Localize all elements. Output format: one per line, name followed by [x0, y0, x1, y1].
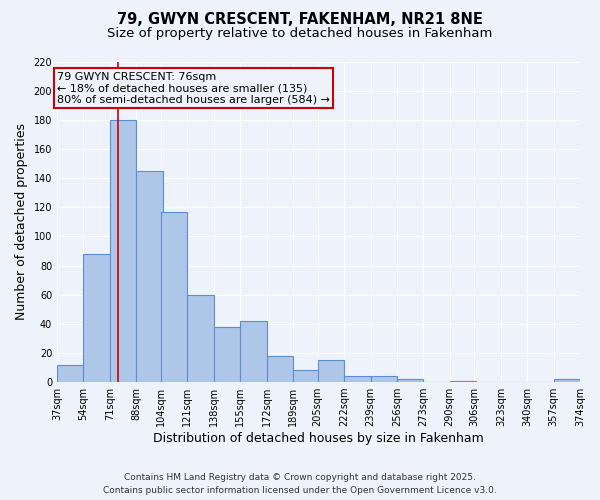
Text: 79, GWYN CRESCENT, FAKENHAM, NR21 8NE: 79, GWYN CRESCENT, FAKENHAM, NR21 8NE: [117, 12, 483, 28]
Bar: [397, 379, 423, 382]
Bar: [187, 294, 214, 382]
Bar: [293, 370, 319, 382]
X-axis label: Distribution of detached houses by size in Fakenham: Distribution of detached houses by size …: [153, 432, 484, 445]
Text: 79 GWYN CRESCENT: 76sqm
← 18% of detached houses are smaller (135)
80% of semi-d: 79 GWYN CRESCENT: 76sqm ← 18% of detache…: [57, 72, 330, 105]
Bar: [318, 360, 344, 382]
Bar: [240, 321, 266, 382]
Bar: [136, 171, 163, 382]
Bar: [371, 376, 397, 382]
Bar: [344, 376, 371, 382]
Bar: [449, 380, 476, 382]
Bar: [57, 364, 83, 382]
Bar: [214, 326, 240, 382]
Text: Size of property relative to detached houses in Fakenham: Size of property relative to detached ho…: [107, 28, 493, 40]
Bar: [83, 254, 110, 382]
Bar: [110, 120, 136, 382]
Y-axis label: Number of detached properties: Number of detached properties: [15, 124, 28, 320]
Bar: [161, 212, 187, 382]
Text: Contains HM Land Registry data © Crown copyright and database right 2025.
Contai: Contains HM Land Registry data © Crown c…: [103, 473, 497, 495]
Bar: [266, 356, 293, 382]
Bar: [554, 379, 580, 382]
